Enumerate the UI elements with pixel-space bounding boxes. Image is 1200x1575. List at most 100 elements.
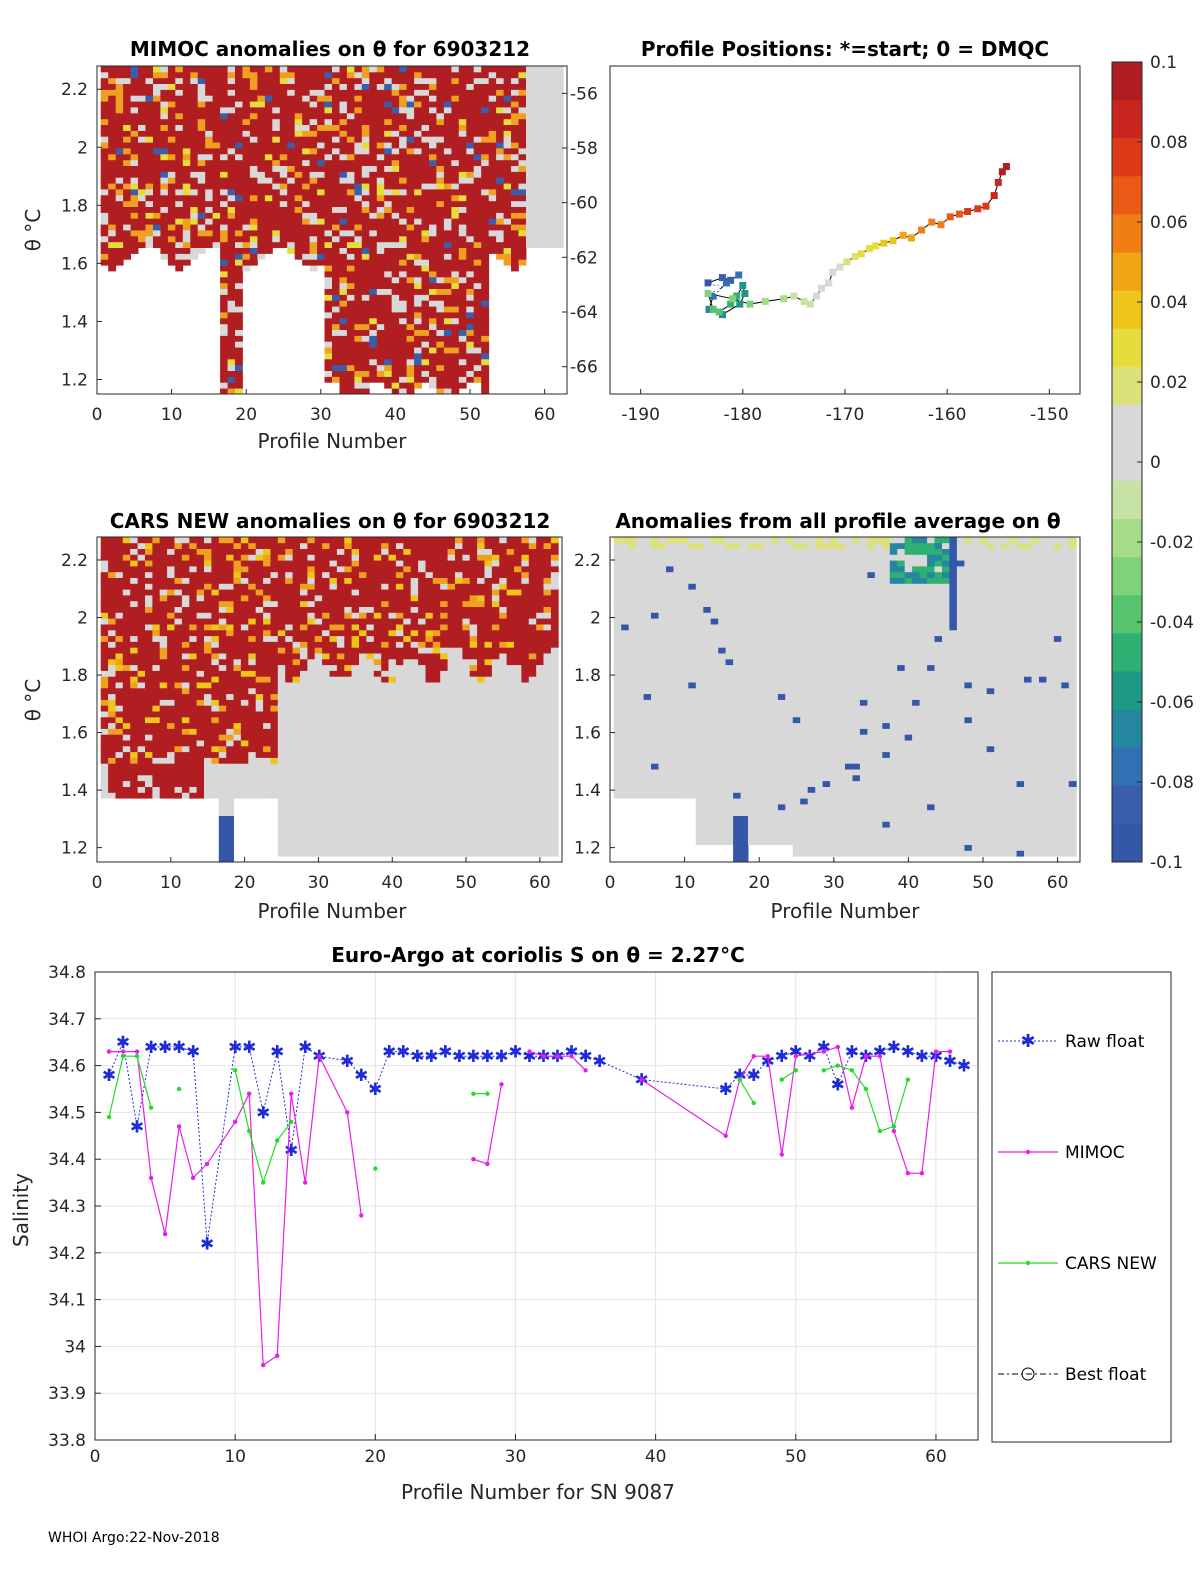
- heatmap-cell: [181, 693, 190, 700]
- heatmap-cell: [317, 200, 325, 207]
- heatmap-cell: [421, 265, 430, 272]
- heatmap-cell: [555, 177, 564, 184]
- heatmap-cell: [302, 148, 311, 155]
- heatmap-cell: [503, 124, 512, 131]
- heatmap-cell: [115, 728, 124, 735]
- heatmap-cell: [384, 282, 393, 289]
- heatmap-cell: [403, 658, 412, 666]
- heatmap-cell: [443, 235, 452, 243]
- heatmap-cell: [418, 542, 426, 549]
- heatmap-cell: [182, 230, 191, 237]
- heatmap-cell: [366, 606, 375, 613]
- heatmap-cell: [373, 844, 382, 851]
- heatmap-cell: [458, 101, 467, 108]
- heatmap-cell: [555, 218, 564, 225]
- heatmap-cell: [344, 763, 353, 770]
- heatmap-cell: [152, 635, 161, 642]
- heatmap-cell: [197, 177, 206, 184]
- heatmap-cell: [366, 716, 375, 724]
- heatmap-cell: [167, 206, 176, 213]
- heatmap-cell: [108, 66, 117, 73]
- heatmap-cell: [533, 118, 542, 125]
- heatmap-cell: [130, 89, 139, 96]
- heatmap-cell: [220, 353, 228, 360]
- heatmap-cell: [381, 600, 389, 607]
- heatmap-cell: [511, 200, 519, 207]
- heatmap-cell: [145, 148, 154, 155]
- heatmap-cell: [410, 699, 419, 706]
- heatmap-cell: [257, 159, 266, 166]
- heatmap-cell: [421, 370, 430, 377]
- heatmap-cell: [403, 763, 412, 770]
- heatmap-cell: [354, 142, 363, 149]
- heatmap-cell: [287, 136, 296, 143]
- heatmap-cell: [503, 130, 512, 137]
- heatmap-cell: [425, 653, 434, 660]
- heatmap-cell: [418, 821, 426, 828]
- heatmap-cell: [167, 629, 175, 637]
- heatmap-cell: [436, 347, 445, 354]
- heatmap-cell: [211, 629, 220, 637]
- heatmap-cell: [300, 751, 308, 758]
- heatmap-cell: [418, 653, 426, 660]
- heatmap-cell: [226, 711, 234, 718]
- heatmap-cell: [137, 734, 146, 741]
- heatmap-cell: [418, 722, 426, 729]
- heatmap-cell: [226, 577, 234, 584]
- heatmap-cell: [205, 218, 214, 225]
- heatmap-cell: [242, 124, 251, 131]
- heatmap-cell: [152, 792, 161, 799]
- heatmap-cell: [285, 809, 293, 816]
- heatmap-cell: [197, 95, 206, 102]
- heatmap-cell: [346, 148, 355, 155]
- heatmap-cell: [108, 171, 117, 178]
- heatmap-cell: [369, 77, 378, 84]
- heatmap-cell: [481, 306, 490, 313]
- heatmap-cell: [384, 153, 393, 161]
- heatmap-cell: [436, 271, 445, 278]
- heatmap-cell: [421, 183, 430, 190]
- heatmap-cell: [429, 353, 437, 360]
- heatmap-cell: [381, 850, 389, 857]
- heatmap-cell: [257, 235, 266, 243]
- heatmap-cell: [242, 189, 251, 196]
- heatmap-cell: [167, 757, 175, 764]
- heatmap-cell: [189, 745, 198, 753]
- heatmap-cell: [384, 95, 393, 102]
- heatmap-cell: [359, 595, 367, 602]
- heatmap-cell: [167, 101, 176, 108]
- heatmap-cell: [329, 833, 338, 840]
- heatmap-cell: [381, 670, 389, 677]
- heatmap-cell: [548, 107, 557, 114]
- heatmap-cell: [376, 212, 385, 219]
- heatmap-cell: [314, 769, 323, 776]
- heatmap-cell: [108, 548, 116, 555]
- heatmap-cell: [369, 183, 378, 190]
- heatmap-cell: [443, 271, 452, 278]
- heatmap-cell: [220, 142, 228, 149]
- heatmap-cell: [336, 705, 345, 712]
- heatmap-cell: [264, 153, 273, 161]
- heatmap-cell: [324, 247, 333, 254]
- heatmap-cell: [384, 317, 393, 325]
- heatmap-cell: [218, 809, 227, 816]
- heatmap-cell: [175, 112, 184, 120]
- heatmap-cell: [152, 548, 161, 555]
- heatmap-cell: [346, 265, 355, 272]
- heatmap-cell: [130, 653, 138, 660]
- heatmap-cell: [189, 635, 198, 642]
- heatmap-cell: [366, 838, 375, 845]
- heatmap-cell: [399, 312, 407, 319]
- heatmap-cell: [138, 148, 146, 155]
- heatmap-cell: [307, 670, 316, 677]
- heatmap-cell: [533, 194, 542, 202]
- heatmap-cell: [406, 101, 415, 108]
- heatmap-cell: [388, 780, 397, 787]
- heatmap-cell: [403, 571, 412, 578]
- heatmap-cell: [503, 241, 512, 248]
- heatmap-cell: [406, 253, 415, 260]
- heatmap-cell: [108, 711, 116, 718]
- heatmap-cell: [309, 148, 318, 155]
- position-point: [964, 208, 972, 215]
- heatmap-cell: [152, 560, 161, 567]
